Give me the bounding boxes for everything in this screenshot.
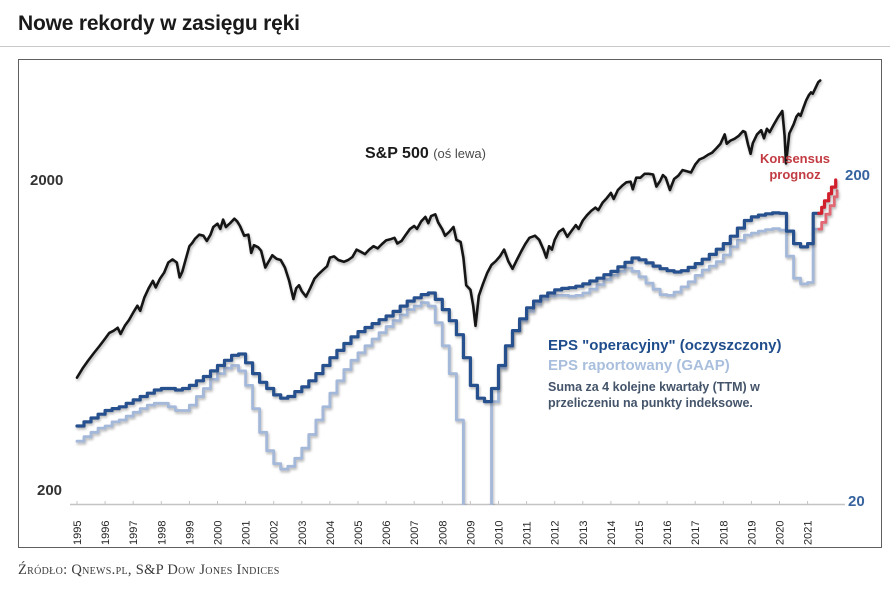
consensus-annotation-line2: prognoz bbox=[769, 167, 821, 182]
title-divider bbox=[0, 46, 890, 47]
source-note: Źródło: Qnews.pl, S&P Dow Jones Indices bbox=[18, 562, 280, 578]
legend-caption-line2: przeliczeniu na punkty indeksowe. bbox=[548, 396, 753, 410]
legend-eps-operating: EPS "operacyjny" (oczyszczony) bbox=[548, 337, 782, 354]
legend-eps-gaap: EPS raportowany (GAAP) bbox=[548, 357, 730, 374]
chart-frame bbox=[18, 59, 882, 548]
sp500-series-label-main: S&P 500 bbox=[365, 145, 429, 162]
legend-caption-line1: Suma za 4 kolejne kwartały (TTM) w bbox=[548, 380, 760, 394]
right-axis-label-200: 200 bbox=[845, 167, 871, 184]
legend-caption: Suma za 4 kolejne kwartały (TTM) w przel… bbox=[548, 379, 760, 411]
left-axis-label-2000: 2000 bbox=[30, 172, 64, 189]
consensus-annotation: Konsensus prognoz bbox=[745, 151, 845, 183]
right-axis-label-20: 20 bbox=[848, 493, 865, 510]
left-axis-label-200: 200 bbox=[37, 482, 63, 499]
sp500-series-label: S&P 500 (oś lewa) bbox=[365, 145, 486, 163]
sp500-series-label-axis-note: (oś lewa) bbox=[433, 146, 486, 161]
page-title: Nowe rekordy w zasięgu ręki bbox=[18, 12, 300, 35]
consensus-annotation-line1: Konsensus bbox=[759, 151, 831, 166]
